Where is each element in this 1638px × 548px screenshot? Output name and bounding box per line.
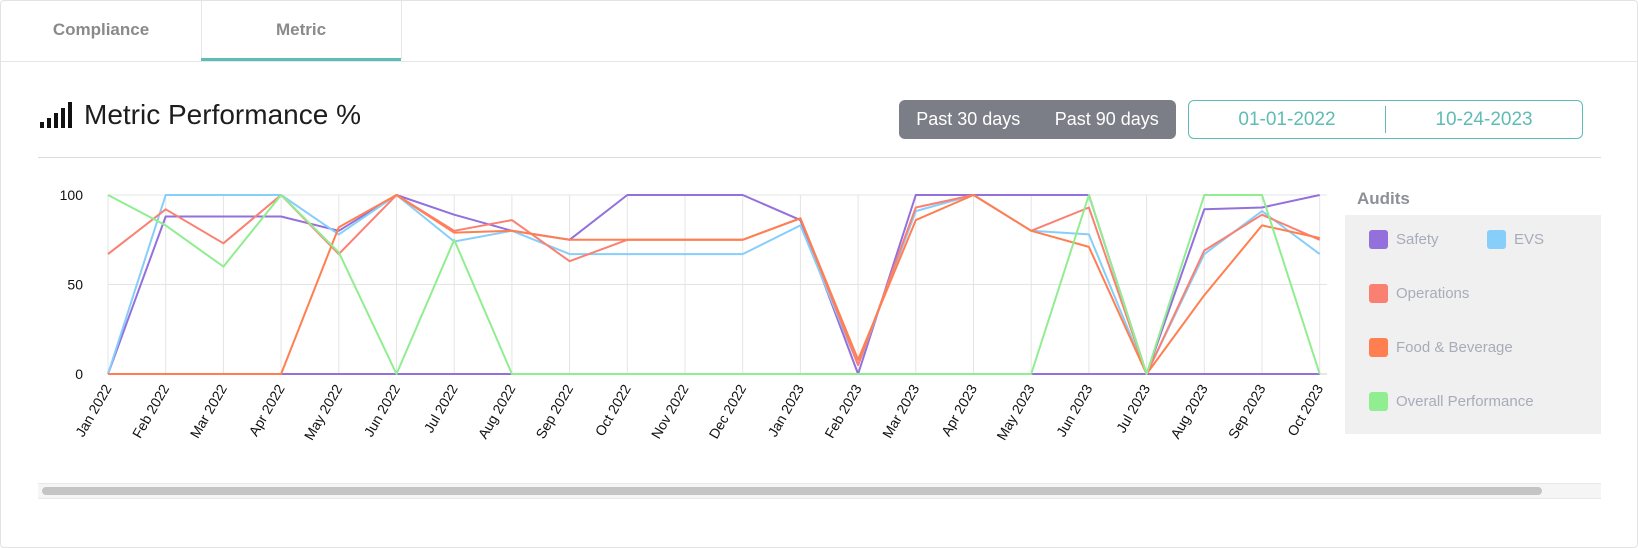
x-tick-label: Oct 2023	[1284, 381, 1326, 438]
legend-item-evs[interactable]: EVS	[1487, 230, 1544, 249]
legend-swatch	[1487, 230, 1506, 249]
x-tick-label: Sep 2023	[1225, 381, 1269, 441]
horizontal-scrollbar[interactable]	[38, 483, 1601, 499]
legend-swatch	[1369, 338, 1388, 357]
legend-swatch	[1369, 284, 1388, 303]
x-tick-label: May 2022	[301, 381, 346, 442]
x-tick-label: Oct 2022	[592, 381, 634, 438]
x-tick-label: Jan 2022	[72, 381, 115, 439]
tab-metric[interactable]: Metric	[201, 1, 402, 61]
legend-item-safety[interactable]: Safety	[1369, 230, 1439, 249]
y-tick-label: 100	[60, 187, 84, 203]
legend-item-overall-performance[interactable]: Overall Performance	[1369, 392, 1534, 411]
legend: Safety EVS Operations Food & Beverage Ov…	[1345, 215, 1601, 434]
x-tick-label: Aug 2023	[1167, 381, 1211, 441]
scrollbar-thumb[interactable]	[42, 487, 1542, 495]
legend-label: Food & Beverage	[1396, 339, 1513, 356]
section-header: Metric Performance %	[40, 97, 361, 133]
x-tick-label: Mar 2023	[879, 381, 923, 440]
legend-title: Audits	[1357, 189, 1410, 208]
x-tick-label: Apr 2023	[938, 381, 980, 438]
y-tick-label: 50	[67, 277, 83, 293]
date-range-picker: 01-01-2022 10-24-2023	[1188, 100, 1583, 139]
x-tick-label: Dec 2022	[705, 381, 749, 441]
page-title: Metric Performance %	[84, 99, 361, 130]
past-90-days-button[interactable]: Past 90 days	[1054, 109, 1159, 129]
x-tick-label: Feb 2023	[821, 381, 865, 440]
signal-bars-icon	[40, 102, 72, 128]
legend-item-operations[interactable]: Operations	[1369, 284, 1469, 303]
series-line-overall-performance	[107, 194, 1321, 375]
start-date-field[interactable]: 01-01-2022	[1238, 108, 1336, 130]
past-30-days-button[interactable]: Past 30 days	[916, 109, 1021, 129]
range-toggle: Past 30 days Past 90 days	[899, 100, 1176, 139]
y-tick-label: 0	[75, 366, 83, 382]
x-tick-label: Aug 2022	[475, 381, 519, 441]
x-tick-label: Jul 2022	[420, 381, 460, 435]
series-line-evs	[107, 194, 1321, 375]
x-tick-label: Jul 2023	[1113, 381, 1153, 435]
legend-label: Operations	[1396, 285, 1470, 302]
line-chart: 0 50 100 Jan 2022 Feb 2022 Mar 2022 Apr 2022 Ma…	[60, 187, 1327, 443]
legend-label: Safety	[1396, 231, 1439, 248]
tab-compliance[interactable]: Compliance	[1, 1, 202, 59]
x-tick-label: Jan 2023	[764, 381, 807, 439]
x-tick-label: Sep 2022	[532, 381, 576, 441]
end-date-field[interactable]: 10-24-2023	[1435, 108, 1533, 130]
tab-bar: Compliance Metric	[1, 1, 1637, 62]
x-tick-label: Nov 2022	[648, 381, 692, 441]
header-divider	[38, 157, 1601, 158]
legend-swatch	[1369, 392, 1388, 411]
x-tick-label: May 2023	[993, 381, 1038, 442]
x-tick-label: Apr 2022	[245, 381, 287, 438]
x-tick-label: Jun 2022	[360, 381, 403, 439]
legend-label: Overall Performance	[1396, 393, 1534, 410]
date-separator	[1385, 106, 1386, 133]
legend-swatch	[1369, 230, 1388, 249]
legend-label: EVS	[1514, 231, 1545, 248]
x-tick-label: Feb 2022	[129, 381, 173, 440]
series-line-food-beverage	[108, 194, 1320, 375]
x-tick-label: Mar 2022	[187, 381, 231, 440]
x-tick-label: Jun 2023	[1053, 381, 1096, 439]
legend-item-food-beverage[interactable]: Food & Beverage	[1369, 338, 1513, 357]
